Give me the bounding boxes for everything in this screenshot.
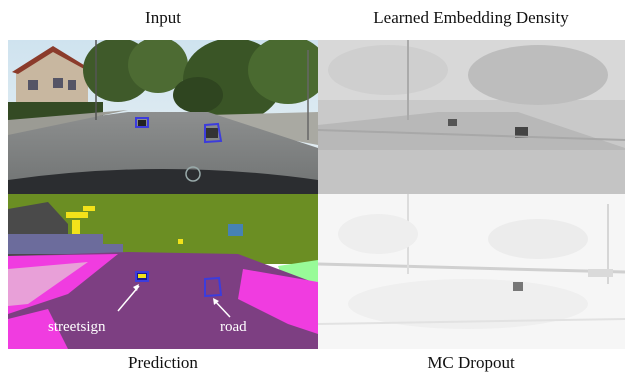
caption-learned-embedding-density: Learned Embedding Density: [373, 8, 569, 27]
input-image: [8, 40, 318, 194]
caption-mc-dropout: MC Dropout: [427, 353, 515, 372]
learned-embedding-density-image: [318, 40, 625, 194]
road-label: road: [220, 319, 247, 335]
streetsign-label: streetsign: [48, 319, 106, 335]
prediction-segmentation-image: streetsign road: [8, 194, 318, 349]
caption-input: Input: [145, 8, 181, 27]
mc-dropout-image: [318, 194, 625, 349]
caption-prediction: Prediction: [128, 353, 198, 372]
